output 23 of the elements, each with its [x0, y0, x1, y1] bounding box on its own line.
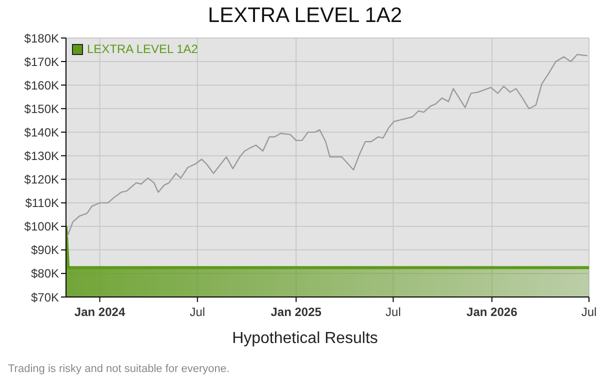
line-series — [66, 54, 588, 238]
y-tick-label: $110K — [25, 196, 59, 210]
x-tick-label: Jul — [386, 305, 401, 319]
y-tick-label: $70K — [30, 290, 59, 304]
x-axis-title: Hypothetical Results — [231, 330, 379, 348]
y-tick-label: $180K — [24, 31, 59, 46]
x-tick-label: Jan 2026 — [466, 305, 518, 319]
x-tick-label: Jan 2025 — [270, 305, 322, 319]
legend-label: LEXTRA LEVEL 1A2 — [87, 42, 198, 56]
x-tick-label: Jul — [190, 305, 206, 319]
chart-title: LEXTRA LEVEL 1A2 — [206, 4, 404, 28]
y-tick-label: $150K — [24, 102, 59, 116]
y-tick-label: $100K — [24, 220, 59, 234]
y-tick-label: $90K — [30, 243, 59, 258]
y-tick-label: $140K — [24, 125, 59, 140]
x-tick-label: Jul — [581, 305, 597, 319]
y-tick-label: $80K — [30, 266, 59, 281]
x-tick-label: Jan 2024 — [74, 305, 126, 319]
y-tick-label: $120K — [24, 172, 59, 187]
text: Trading is risky and not suitable for everyone. — [8, 363, 230, 375]
y-tick-label: $160K — [24, 78, 59, 92]
y-tick-label: $130K — [24, 148, 59, 163]
y-tick-label: $170K — [24, 54, 59, 69]
